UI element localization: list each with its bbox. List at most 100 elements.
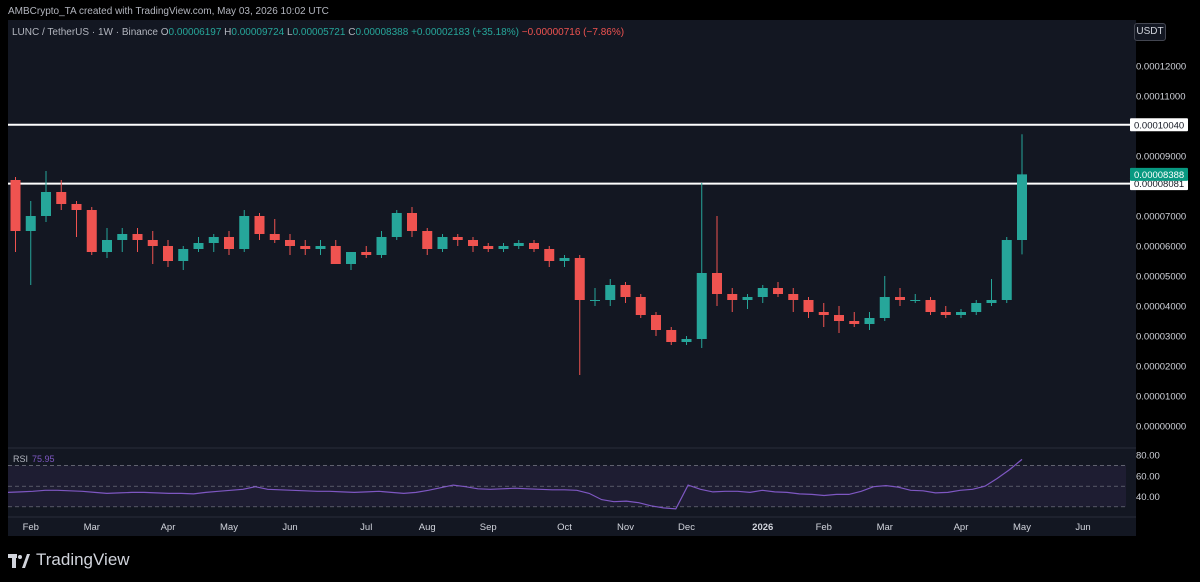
time-tick-label: Sep bbox=[480, 522, 497, 533]
candle-body bbox=[10, 180, 21, 231]
candle-body bbox=[513, 243, 524, 246]
candle-body bbox=[818, 312, 829, 315]
candle-body bbox=[696, 273, 707, 339]
rsi-line bbox=[7, 458, 1023, 510]
candle-body bbox=[1001, 240, 1012, 300]
rsi-value: 75.95 bbox=[32, 454, 55, 464]
candle-body bbox=[376, 237, 387, 255]
level-price-label: 0.00010040 bbox=[1134, 120, 1184, 131]
candle-body bbox=[117, 234, 128, 240]
candle-body bbox=[56, 192, 67, 204]
time-tick-label: Jul bbox=[360, 522, 372, 533]
candle-body bbox=[925, 300, 936, 312]
candle-body bbox=[269, 234, 280, 240]
candle-body bbox=[224, 237, 234, 249]
time-tick-label: Dec bbox=[678, 522, 695, 533]
brand-name: TradingView bbox=[36, 550, 130, 569]
low-label: L bbox=[287, 27, 293, 38]
rsi-tick-label: 60.00 bbox=[1136, 471, 1160, 482]
candle-body bbox=[330, 246, 341, 264]
candle-body bbox=[635, 297, 646, 315]
candle-body bbox=[620, 285, 631, 297]
rsi-tick-label: 40.00 bbox=[1136, 492, 1160, 503]
candle-body bbox=[895, 297, 905, 300]
close-label: C bbox=[348, 27, 356, 38]
candle-body bbox=[834, 315, 844, 321]
candle-body bbox=[605, 285, 616, 300]
candle-body bbox=[193, 243, 204, 249]
price-tick-label: 0.00000000 bbox=[1136, 422, 1186, 433]
candle-body bbox=[879, 297, 890, 318]
chart-caption: AMBCrypto_TA created with TradingView.co… bbox=[8, 6, 329, 17]
candle-body bbox=[163, 246, 173, 261]
price-tick-label: 0.00003000 bbox=[1136, 332, 1186, 343]
price-tick-label: 0.00007000 bbox=[1136, 212, 1186, 223]
price-tick-label: 0.00002000 bbox=[1136, 362, 1186, 373]
current-price-tag bbox=[1130, 167, 1188, 181]
time-tick-label: Jun bbox=[1075, 522, 1090, 533]
candle-body bbox=[452, 237, 463, 240]
candle-body bbox=[285, 240, 295, 246]
close-value: 0.00008388 bbox=[355, 27, 409, 38]
level-price-label: 0.00008081 bbox=[1134, 179, 1184, 190]
rsi-label: RSI bbox=[13, 454, 29, 464]
candle-body bbox=[712, 273, 722, 294]
candle-body bbox=[361, 252, 372, 255]
currency-unit-button[interactable]: USDT bbox=[1134, 23, 1166, 41]
brand: TradingView bbox=[8, 550, 130, 570]
candle-body bbox=[147, 240, 158, 246]
time-tick-label: May bbox=[1013, 522, 1031, 533]
time-tick-label: 2026 bbox=[752, 522, 773, 533]
candle-body bbox=[666, 330, 677, 342]
price-tick-label: 0.00004000 bbox=[1136, 302, 1186, 313]
candle-body bbox=[239, 216, 250, 249]
change-value: +0.00002183 (+35.18%) bbox=[411, 27, 519, 38]
candle-body bbox=[940, 312, 951, 315]
candle-body bbox=[86, 210, 97, 252]
candle-body bbox=[544, 249, 555, 261]
candle-body bbox=[559, 258, 570, 261]
high-label: H bbox=[224, 27, 232, 38]
low-value: 0.00005721 bbox=[292, 27, 346, 38]
price-tick-label: 0.00001000 bbox=[1136, 392, 1186, 403]
open-label: O bbox=[160, 27, 169, 38]
open-value: 0.00006197 bbox=[168, 27, 222, 38]
candle-body bbox=[208, 237, 219, 243]
candle-body bbox=[346, 252, 356, 264]
price-tick-label: 0.00012000 bbox=[1136, 62, 1186, 73]
candle-body bbox=[422, 231, 433, 249]
candle-body bbox=[102, 240, 112, 252]
candle-body bbox=[651, 315, 661, 330]
candle-body bbox=[300, 246, 311, 249]
price-chart[interactable]: 0.000120000.000110000.000100000.00009000… bbox=[0, 0, 1200, 540]
symbol-label: LUNC / TetherUS · 1W · Binance bbox=[12, 27, 158, 38]
candle-body bbox=[986, 300, 997, 303]
candle-body bbox=[590, 300, 600, 301]
candle-body bbox=[483, 246, 494, 249]
chart-background bbox=[8, 20, 1136, 536]
price-tick-label: 0.00005000 bbox=[1136, 272, 1186, 283]
price-tick-label: 0.00009000 bbox=[1136, 152, 1186, 163]
candle-body bbox=[437, 237, 448, 249]
candle-body bbox=[803, 300, 814, 312]
time-tick-label: Feb bbox=[816, 522, 832, 533]
tradingview-logo-icon bbox=[8, 553, 30, 568]
candle-body bbox=[956, 312, 966, 315]
candle-body bbox=[468, 240, 478, 246]
change-value-2: −0.00000716 (−7.86%) bbox=[521, 27, 625, 38]
candle-body bbox=[407, 213, 417, 231]
candle-body bbox=[254, 216, 265, 234]
candle-body bbox=[25, 216, 36, 231]
time-tick-label: Apr bbox=[954, 522, 969, 533]
current-price-label: 0.00008388 bbox=[1134, 170, 1184, 181]
rsi-tick-label: 80.00 bbox=[1136, 451, 1160, 462]
price-tick-label: 0.00011000 bbox=[1136, 92, 1186, 103]
candle-body bbox=[727, 294, 738, 300]
rsi-band bbox=[8, 465, 1126, 507]
ohlc-legend: LUNC / TetherUS · 1W · Binance O0.000061… bbox=[12, 27, 624, 38]
time-tick-label: Jun bbox=[282, 522, 297, 533]
candle-body bbox=[391, 213, 402, 237]
time-tick-label: Oct bbox=[557, 522, 572, 533]
time-tick-label: Mar bbox=[84, 522, 100, 533]
time-tick-label: Apr bbox=[161, 522, 176, 533]
